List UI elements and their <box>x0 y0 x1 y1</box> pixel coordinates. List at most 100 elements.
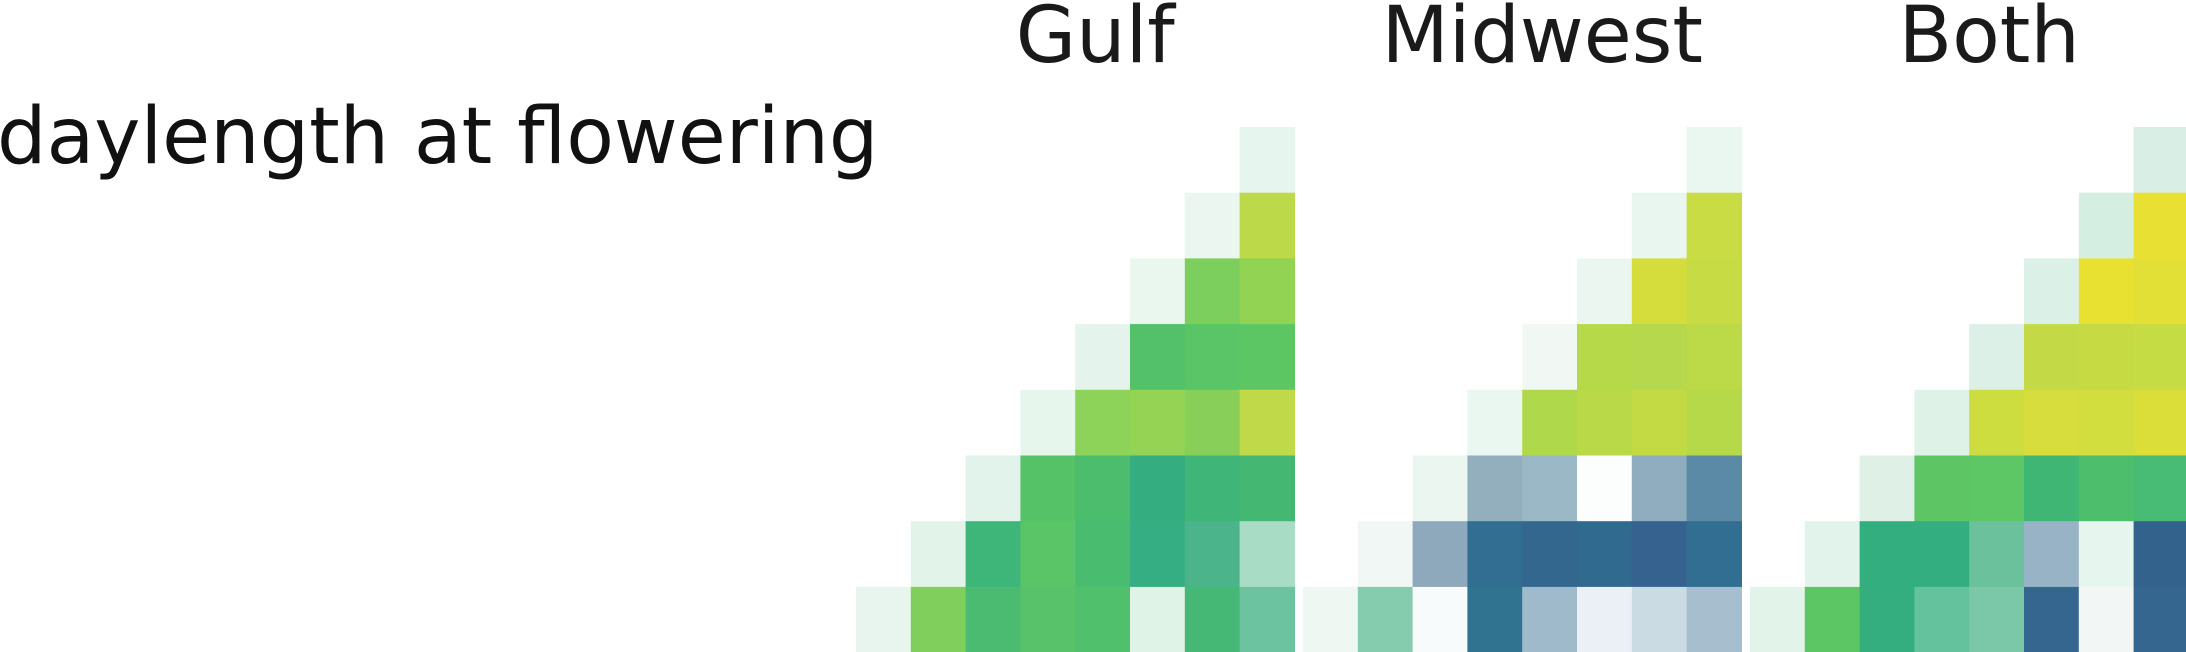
heatmap-cell <box>1631 324 1688 391</box>
heatmap-cell <box>1357 586 1414 652</box>
heatmap-cell <box>1631 586 1688 652</box>
heatmap-cell <box>1239 586 1295 652</box>
heatmap-cell <box>1804 521 1861 588</box>
heatmap-cell <box>1750 586 1806 652</box>
heatmap-cell <box>1631 389 1688 457</box>
heatmap-cell <box>1130 389 1186 457</box>
heatmap-cell <box>1020 389 1076 457</box>
panel-title: Both <box>1899 0 2080 81</box>
heatmap-cell <box>856 586 912 652</box>
heatmap-cell <box>1184 455 1241 522</box>
heatmap-cell <box>1303 586 1359 652</box>
heatmap-panels: Gulf Midwest Both <box>856 0 2186 652</box>
heatmap-cell <box>1184 389 1241 457</box>
panel-title: Gulf <box>1016 0 1177 81</box>
heatmap-cell <box>1577 324 1633 391</box>
heatmap-cell <box>1804 586 1861 652</box>
heatmap-cell <box>1130 258 1186 325</box>
heatmap-cell <box>1577 521 1633 588</box>
heatmap-cell <box>1859 455 1915 522</box>
heatmap-cell <box>1969 324 2025 391</box>
heatmap-cell <box>1239 389 1295 457</box>
heatmap-cell <box>2133 389 2186 457</box>
heatmap-cell <box>1130 455 1186 522</box>
heatmap-cell <box>1184 258 1241 325</box>
heatmap-cell <box>2078 455 2135 522</box>
heatmap-cell <box>2078 192 2135 259</box>
heatmap-cell <box>1686 258 1742 325</box>
heatmap-cell <box>2078 521 2135 588</box>
heatmap-cell <box>2078 586 2135 652</box>
heatmap-cell <box>2024 586 2080 652</box>
heatmap-cell <box>2133 586 2186 652</box>
heatmap-cell <box>965 521 1021 588</box>
heatmap-cell <box>1412 586 1468 652</box>
heatmap-cell <box>1577 455 1633 522</box>
heatmap-cell <box>1467 389 1523 457</box>
heatmap-cell <box>1239 127 1295 194</box>
heatmap-cell <box>1412 521 1468 588</box>
heatmap-cell <box>1631 521 1688 588</box>
heatmap-cell <box>2024 324 2080 391</box>
heatmap-cell <box>1686 127 1742 194</box>
heatmap-cell <box>2133 192 2186 259</box>
heatmap-cell <box>1522 586 1578 652</box>
heatmap-cell <box>1686 192 1742 259</box>
heatmap-cell <box>1914 521 1970 588</box>
heatmap-cell <box>1020 586 1076 652</box>
heatmap-panel-midwest: Midwest <box>1303 0 1742 652</box>
heatmap-cell <box>1686 586 1742 652</box>
heatmap-cell <box>2133 324 2186 391</box>
heatmap-cell <box>1239 192 1295 259</box>
heatmap-cell <box>1686 455 1742 522</box>
heatmap-cell <box>1467 521 1523 588</box>
heatmap-cell <box>1577 586 1633 652</box>
heatmap-cell <box>1184 521 1241 588</box>
heatmap-cell <box>2024 521 2080 588</box>
heatmap-cell <box>1130 586 1186 652</box>
heatmap-cell <box>1239 324 1295 391</box>
heatmap-cell <box>1130 324 1186 391</box>
heatmap-cell <box>1686 521 1742 588</box>
row-label: daylength at flowering <box>0 92 878 182</box>
heatmap-cell <box>1130 521 1186 588</box>
heatmap-panel-both: Both <box>1750 0 2186 652</box>
heatmap-cell <box>1859 521 1915 588</box>
heatmap-cell <box>1184 192 1241 259</box>
heatmap-cell <box>2078 258 2135 325</box>
heatmap-cell <box>1969 389 2025 457</box>
heatmap-cell <box>1075 324 1131 391</box>
panel-title: Midwest <box>1381 0 1702 81</box>
heatmap-cell <box>2024 258 2080 325</box>
heatmap-cell <box>2078 389 2135 457</box>
heatmap-cell <box>1686 324 1742 391</box>
heatmap-cell <box>1075 586 1131 652</box>
heatmap-cell <box>1020 455 1076 522</box>
heatmap-cell <box>1467 586 1523 652</box>
heatmap-cell <box>1522 455 1578 522</box>
heatmap-cell <box>1969 586 2025 652</box>
heatmap-cell <box>1631 455 1688 522</box>
heatmap-cell <box>910 521 967 588</box>
heatmap-cell <box>1631 192 1688 259</box>
heatmap-cell <box>1914 389 1970 457</box>
heatmap-cell <box>1914 455 1970 522</box>
heatmap-cell <box>1357 521 1414 588</box>
heatmap-cell <box>1522 389 1578 457</box>
heatmap-cell <box>2133 258 2186 325</box>
heatmap-cell <box>965 586 1021 652</box>
heatmap-cell <box>1075 455 1131 522</box>
heatmap-cell <box>1184 324 1241 391</box>
heatmap-cell <box>1467 455 1523 522</box>
heatmap-cell <box>1020 521 1076 588</box>
heatmap-cell <box>1969 455 2025 522</box>
heatmap-cell <box>1859 586 1915 652</box>
heatmap-cell <box>1631 258 1688 325</box>
heatmap-cell <box>1412 455 1468 522</box>
heatmap-cell <box>1184 586 1241 652</box>
heatmap-cell <box>1075 389 1131 457</box>
heatmap-cell <box>965 455 1021 522</box>
heatmap-cell <box>1577 258 1633 325</box>
heatmap-cell <box>2024 455 2080 522</box>
